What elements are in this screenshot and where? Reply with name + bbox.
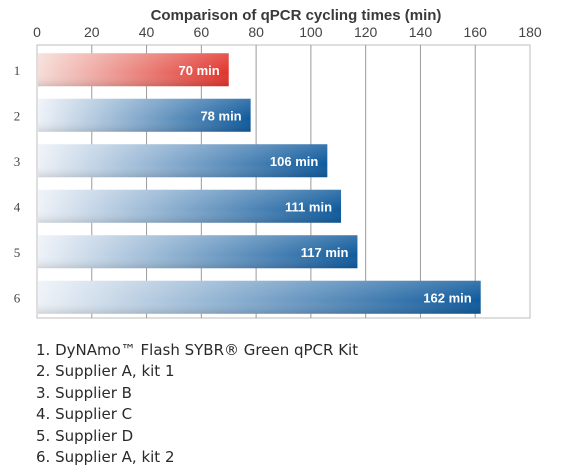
plot-frame — [36, 44, 531, 319]
category-labels: 1 2 3 4 5 6 — [14, 63, 21, 306]
bar-shading — [38, 189, 342, 223]
bar-shading — [38, 98, 251, 132]
x-tick-label: 60 — [194, 24, 210, 40]
legend-item: 5. Supplier D — [36, 426, 134, 445]
x-tick-label: 120 — [354, 24, 378, 40]
bars — [38, 53, 481, 314]
x-tick-label: 140 — [409, 24, 433, 40]
category-label: 4 — [14, 199, 21, 214]
legend-item: 3. Supplier B — [36, 383, 132, 402]
legend-item: 1. DyNAmo™ Flash SYBR® Green qPCR Kit — [36, 341, 359, 359]
x-tick-label: 40 — [139, 24, 155, 40]
chart-title: Comparison of qPCR cycling times (min) — [151, 7, 442, 24]
category-label: 2 — [14, 108, 21, 123]
bar-shading — [38, 144, 328, 178]
bar-value-label: 78 min — [200, 108, 241, 123]
category-label: 3 — [14, 154, 21, 169]
bar-shading — [38, 235, 358, 269]
value-labels: 70 min 78 min 106 min 111 min 117 min 162 min — [179, 63, 472, 306]
bar-chart: Comparison of qPCR cycling times (min) 0… — [14, 7, 542, 319]
category-label: 6 — [14, 290, 21, 305]
x-tick-label: 20 — [84, 24, 100, 40]
grid-lines — [36, 44, 531, 319]
legend: 1. DyNAmo™ Flash SYBR® Green qPCR Kit 2.… — [36, 340, 358, 468]
legend-item: 2. Supplier A, kit 1 — [36, 362, 175, 381]
x-tick-label: 0 — [33, 24, 41, 40]
bar-shading — [38, 53, 229, 87]
bar-shading — [38, 280, 481, 314]
x-tick-label: 100 — [299, 24, 323, 40]
x-tick-label: 180 — [518, 24, 542, 40]
legend-item: 4. Supplier C — [36, 405, 133, 424]
legend-item: 6. Supplier A, kit 2 — [36, 448, 175, 467]
bar-value-label: 162 min — [423, 290, 471, 305]
category-label: 1 — [14, 63, 21, 78]
x-tick-label: 160 — [464, 24, 488, 40]
bar-value-label: 117 min — [301, 245, 349, 260]
bar-value-label: 111 min — [285, 199, 332, 214]
x-tick-label: 80 — [248, 24, 264, 40]
bar-value-label: 70 min — [179, 63, 220, 78]
x-axis-tick-labels: 0 20 40 60 80 100 120 140 160 180 — [33, 24, 542, 40]
category-label: 5 — [14, 245, 21, 260]
bar-value-label: 106 min — [270, 154, 318, 169]
